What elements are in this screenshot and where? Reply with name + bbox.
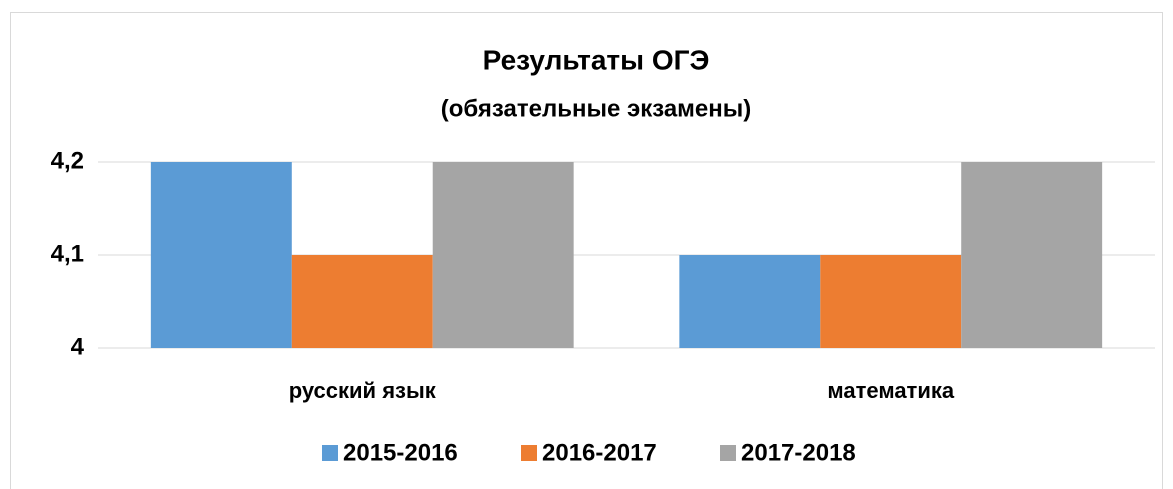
y-tick-label: 4,1 [51,240,84,267]
legend-swatch [521,445,537,461]
y-tick-label: 4,2 [51,147,84,174]
y-tick-label: 4 [71,333,85,360]
bar [291,255,433,348]
legend-label: 2015-2016 [343,439,458,466]
bar [150,162,292,348]
legend-label: 2016-2017 [542,439,657,466]
legend-label: 2017-2018 [741,439,856,466]
chart-subtitle: (обязательные экзамены) [441,95,752,122]
x-tick-label: математика [827,378,954,403]
bar [961,162,1103,348]
legend-swatch [322,445,338,461]
x-tick-label: русский язык [289,378,437,403]
legend-swatch [720,445,736,461]
bar [820,255,962,348]
bar [432,162,574,348]
bar [679,255,821,348]
chart-title: Результаты ОГЭ [483,44,710,75]
